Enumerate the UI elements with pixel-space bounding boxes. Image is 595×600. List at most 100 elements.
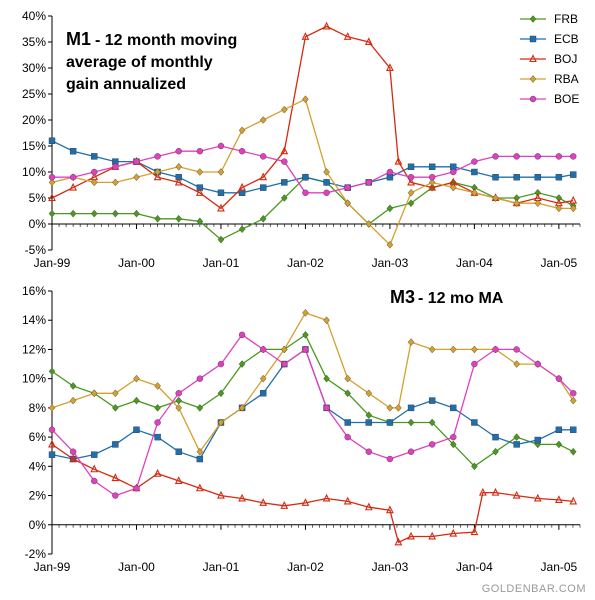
m3-boe-point: [196, 375, 204, 382]
m3-boe-point: [570, 390, 577, 397]
m1-ecb-point: [175, 173, 182, 181]
m3-boj-point: [449, 528, 458, 537]
m3-ecb-point: [260, 390, 267, 397]
m1-rba-point: [450, 183, 457, 192]
m3-boe-point: [534, 360, 541, 368]
m3-frb-point: [513, 433, 520, 441]
m3-frb-point: [133, 396, 140, 405]
m3-ecb-point: [175, 448, 182, 455]
m1-boj-point: [69, 182, 78, 191]
m1-ecb-point: [570, 171, 577, 178]
m3-boj-point: [301, 498, 310, 506]
m1-frb-point: [90, 209, 98, 218]
m3-series-ecb: [48, 346, 577, 463]
m3-ecb-point: [196, 455, 204, 463]
m3-boj-point: [364, 502, 373, 511]
m1-boe-point: [570, 153, 577, 160]
m3-frb-point: [69, 382, 77, 390]
m1-rba-point: [555, 204, 563, 213]
m3-ecb-point: [534, 436, 541, 444]
m1-rba-line: [51, 98, 574, 246]
m3-boj-point: [322, 493, 331, 502]
m3-rba-point: [112, 389, 119, 398]
m1-boj-point: [174, 177, 183, 186]
m1-boj-point: [153, 172, 162, 181]
m3-ecb-point: [154, 433, 161, 441]
m1-boe-point: [48, 173, 56, 181]
m3-boe-point: [344, 433, 351, 441]
m1-x-tick-label: Jan-03: [372, 256, 409, 270]
m1-series-ecb: [48, 137, 577, 197]
m1-boj-point: [195, 188, 204, 196]
m1-frb-point: [175, 214, 182, 223]
m3-boe-point: [154, 419, 161, 426]
m1-boe-point: [238, 147, 246, 155]
m1-boe-point: [133, 158, 140, 165]
m3-boe-point: [450, 433, 457, 441]
m3-ecb-point: [428, 397, 436, 404]
m3-rba-point: [386, 404, 394, 412]
m1-y-tick-label: 25%: [22, 87, 46, 101]
m3-rba-point: [407, 338, 415, 346]
m3-x-tick-label: Jan-01: [203, 560, 240, 574]
m3-boj-point: [491, 487, 500, 496]
legend: FRB ECB BOJ RBA BOE: [520, 12, 579, 106]
m3-frb-point: [196, 404, 204, 412]
m1-rba-point: [112, 178, 119, 187]
m1-boe-point: [492, 153, 499, 160]
m1-boe-point: [534, 153, 541, 160]
m1-y-tick-label: 35%: [22, 35, 46, 49]
legend-swatch-marker: [529, 15, 537, 23]
m3-frb-point: [238, 360, 246, 368]
m3-boj-point: [386, 505, 394, 514]
m1-rba-point: [302, 95, 309, 104]
m3-ecb-point: [365, 419, 372, 426]
m3-boj-point: [217, 490, 225, 499]
m1-panel: -5% 0% 5% 10% 15% 20% 25% 30% 35% 40% Jan-99 Jan-00…: [22, 9, 581, 270]
m3-boj-point: [280, 501, 289, 509]
m1-ecb-point: [302, 173, 309, 181]
m3-boj-point: [259, 498, 268, 506]
m3-ecb-point: [386, 419, 394, 426]
m1-boe-point: [386, 168, 394, 176]
m3-rba-point: [302, 309, 309, 317]
m1-series-rba: [48, 95, 577, 249]
m3-rba-point: [365, 389, 373, 398]
m3-rba-point: [281, 345, 288, 354]
m3-boj-point: [48, 439, 56, 448]
m3-x-tick-label: Jan-00: [118, 560, 155, 574]
m1-boe-point: [260, 153, 267, 160]
m1-ecb-point: [196, 184, 204, 191]
m3-y-tick-label: 12%: [22, 342, 46, 356]
m3-rba-point: [196, 447, 204, 456]
legend-item-rba: RBA: [520, 72, 579, 86]
m1-boe-point: [91, 168, 98, 176]
m3-frb-point: [471, 462, 478, 471]
m3-y-tick-label: 14%: [22, 313, 46, 327]
m3-rba-point: [428, 345, 436, 354]
m3-ecb-point: [48, 451, 56, 458]
m3-frb-point: [492, 447, 499, 456]
m3-frb-point: [175, 396, 182, 405]
m1-ecb-point: [281, 179, 288, 186]
m1-frb-point: [386, 204, 394, 213]
m1-boe-point: [365, 179, 372, 186]
m1-boj-point: [238, 182, 246, 191]
m1-x-tick-label: Jan-04: [456, 256, 493, 270]
m1-x-tick-label: Jan-05: [541, 256, 578, 270]
m1-y-tick-label: -5%: [25, 243, 47, 257]
m3-boj-point: [478, 487, 487, 496]
m1-boj-point: [280, 146, 289, 155]
m3-frb-point: [428, 418, 436, 427]
legend-swatch-marker: [529, 35, 537, 43]
m1-y-tick-label: 5%: [29, 191, 47, 205]
m1-y-tick-label: 30%: [22, 61, 46, 75]
m3-boj-point: [90, 464, 99, 473]
m3-boe-point: [281, 360, 288, 368]
m3-rba-point: [344, 374, 351, 383]
m3-boj-point: [238, 493, 246, 502]
m3-frb-point: [302, 331, 309, 339]
m3-boj-point: [69, 454, 78, 463]
m3-rba-point: [259, 374, 267, 383]
